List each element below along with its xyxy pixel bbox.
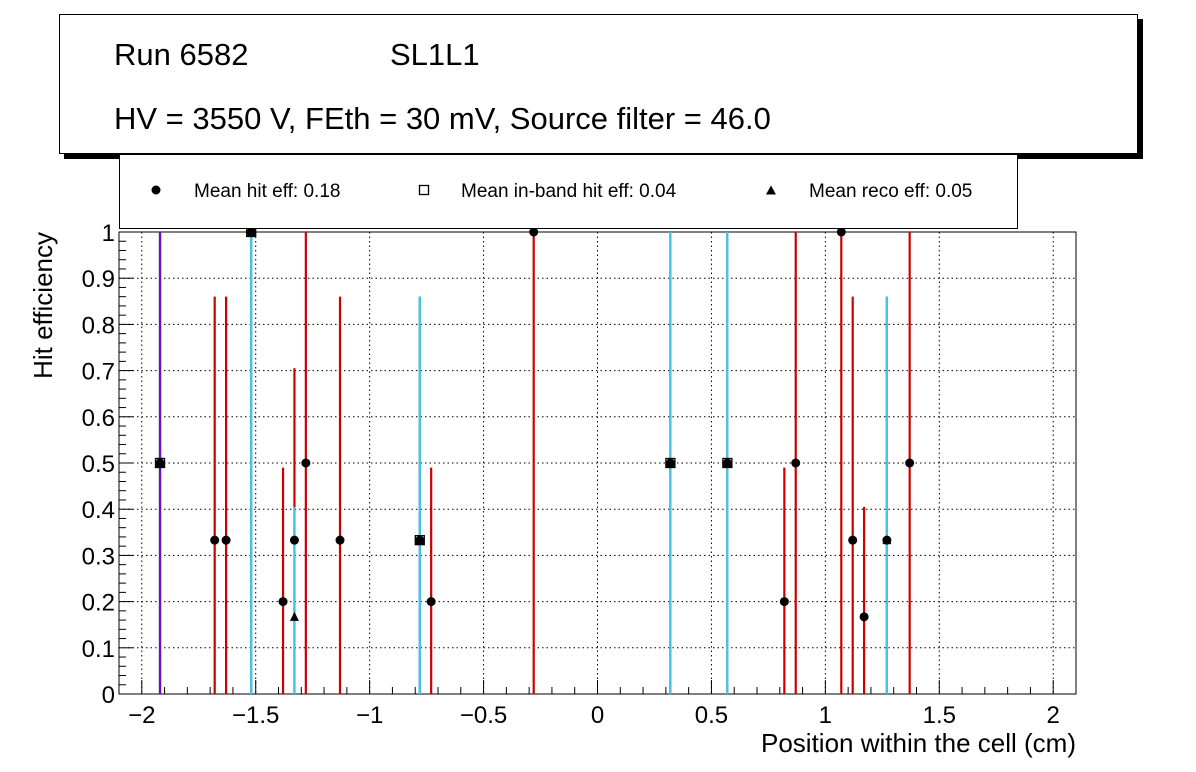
error-bar-layer (158, 232, 911, 694)
y-tick-label: 1 (102, 220, 115, 247)
x-tick-label: 0.5 (695, 702, 728, 729)
hit-eff-point (246, 227, 256, 237)
hit-eff-point (905, 458, 915, 468)
hit-eff-point (665, 458, 675, 468)
hit-eff-point (210, 535, 220, 545)
hit-eff-point (155, 458, 165, 468)
hit-eff-point (722, 458, 732, 468)
marker-layer (154, 226, 915, 622)
x-tick-label: 0 (591, 702, 604, 729)
y-tick-label: 0.3 (82, 543, 115, 570)
legend-hit-eff: Mean hit eff: 0.18 (194, 181, 341, 202)
legend-in-band-eff: Mean in-band hit eff: 0.04 (461, 181, 677, 202)
y-tick-label: 0.8 (82, 312, 115, 339)
hit-eff-point (221, 535, 231, 545)
legend-triangle-icon (766, 185, 776, 195)
grid-layer (119, 231, 1076, 695)
y-tick-label: 0.6 (82, 405, 115, 432)
legend: Mean hit eff: 0.18 Mean in-band hit eff:… (119, 155, 1018, 229)
y-tick-label: 0.1 (82, 636, 115, 663)
hit-eff-point (859, 612, 869, 622)
hit-eff-point (278, 597, 288, 607)
title-box: Run 6582 SL1L1 HV = 3550 V, FEth = 30 mV… (59, 14, 1138, 154)
x-axis-label: Position within the cell (cm) (761, 728, 1076, 758)
legend-reco-eff: Mean reco eff: 0.05 (809, 181, 973, 202)
legend-square-icon (418, 184, 430, 196)
legend-circle-icon (151, 185, 161, 195)
y-tick-label: 0.7 (82, 359, 115, 386)
hit-eff-point (848, 535, 858, 545)
chamber-label: SL1L1 (390, 37, 480, 72)
hit-eff-point (289, 535, 299, 545)
y-axis-label: Hit efficiency (28, 232, 58, 379)
reco-eff-point (289, 611, 299, 621)
x-tick-label: −2 (128, 702, 155, 729)
x-tick-label: −0.5 (460, 702, 507, 729)
hit-eff-point (779, 597, 789, 607)
x-tick-label: −1.5 (232, 702, 279, 729)
hit-eff-point (335, 535, 345, 545)
hit-eff-point (791, 458, 801, 468)
hit-eff-point (301, 458, 311, 468)
x-tick-label: 1 (819, 702, 832, 729)
run-label: Run 6582 (114, 37, 249, 72)
y-tick-label: 0.4 (82, 497, 115, 524)
y-tick-label: 0.2 (82, 590, 115, 617)
hit-eff-point (882, 535, 892, 545)
x-tick-label: 2 (1047, 702, 1060, 729)
hit-eff-point (529, 227, 539, 237)
y-tick-label: 0.9 (82, 266, 115, 293)
y-tick-label: 0.5 (82, 451, 115, 478)
x-tick-label: −1 (356, 702, 383, 729)
hit-eff-point (836, 227, 846, 237)
hit-eff-point (415, 535, 425, 545)
x-tick-label: 1.5 (923, 702, 956, 729)
axis-layer: −2 −1.5 −1 −0.5 0 0.5 1 1.5 2 0 0.1 0.2 0.3 0.4 0.5 0.6… (82, 220, 1077, 729)
hit-eff-point (426, 597, 436, 607)
conditions-label: HV = 3550 V, FEth = 30 mV, Source filter… (114, 101, 771, 136)
y-tick-label: 0 (102, 682, 115, 709)
